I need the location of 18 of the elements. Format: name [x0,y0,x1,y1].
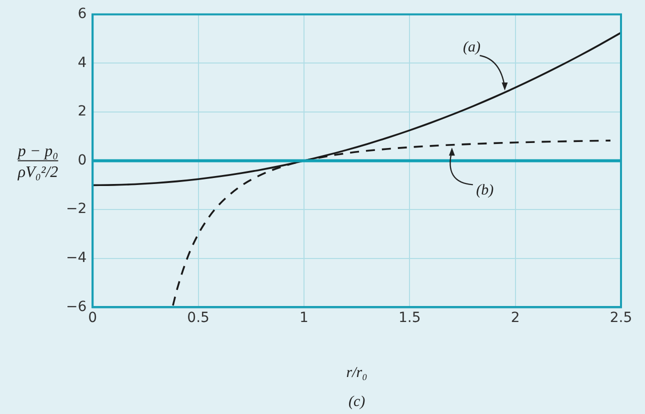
y-axis-title: p − p₀ ρV₀²/2 [16,142,58,182]
annotation: (a) [463,39,481,56]
x-axis-title: r/r₀ [346,365,368,381]
x-tick-label: 2 [510,310,520,326]
x-tick-label: 0.5 [187,310,210,326]
x-tick-label: 2.5 [610,310,632,326]
y-tick-label: 4 [78,54,87,71]
annotation: (b) [476,182,494,199]
y-tick-label: −4 [66,250,87,266]
x-tick-label: 0 [88,310,98,326]
y-tick-label: −6 [66,298,87,315]
y-tick-label: 2 [78,104,87,120]
x-tick-label: 1.5 [398,310,421,326]
x-tick-label: 1 [300,310,308,326]
y-tick-label: 6 [78,6,87,22]
y-tick-label: −2 [66,201,87,218]
y-tick-label: 0 [78,152,87,168]
text: (c) [348,394,366,410]
